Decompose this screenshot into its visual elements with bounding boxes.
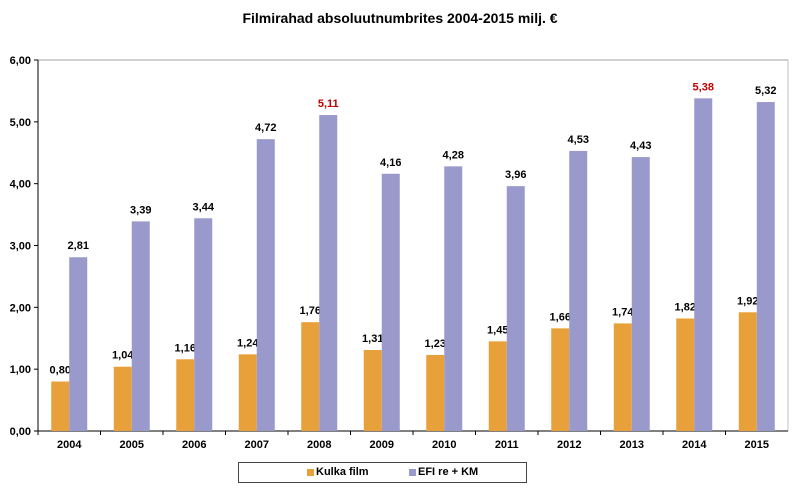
data-label: 5,38 (693, 81, 714, 93)
data-label: 3,96 (505, 169, 526, 181)
bar-efi (381, 173, 400, 432)
bar-efi (444, 166, 463, 431)
legend-swatch (409, 468, 416, 476)
x-tick-label: 2015 (745, 439, 769, 451)
x-tick-label: 2006 (182, 439, 206, 451)
data-label: 1,45 (487, 324, 508, 336)
legend-label: Kulka film (316, 466, 369, 478)
bar-kulka (551, 328, 570, 431)
bar-efi (69, 257, 88, 431)
legend-label: EFI re + KM (418, 466, 479, 478)
bar-kulka (51, 381, 70, 431)
y-tick-label: 2,00 (10, 302, 31, 314)
data-label: 1,76 (300, 305, 321, 317)
y-tick-label: 6,00 (10, 55, 31, 67)
x-tick-label: 2007 (245, 439, 269, 451)
data-label: 2,81 (68, 240, 89, 252)
bar-kulka (676, 318, 695, 431)
bar-kulka (113, 366, 132, 431)
bar-kulka (488, 341, 507, 431)
data-label: 1,66 (550, 311, 571, 323)
legend-item-kulka: Kulka film (307, 466, 369, 478)
x-tick-label: 2011 (495, 439, 519, 451)
legend-item-efi: EFI re + KM (409, 466, 478, 478)
data-label: 3,44 (193, 201, 215, 213)
data-label: 4,16 (380, 157, 401, 169)
data-label: 5,11 (318, 98, 339, 110)
chart-title: Filmirahad absoluutnumbrites 2004-2015 m… (242, 10, 558, 26)
y-tick-label: 3,00 (10, 241, 31, 253)
bar-efi (631, 157, 650, 431)
legend: Kulka film EFI re + KM (238, 462, 527, 483)
x-tick-label: 2008 (307, 439, 331, 451)
data-label: 3,39 (130, 204, 151, 216)
x-tick-label: 2014 (682, 439, 707, 451)
bar-efi (131, 221, 150, 431)
bar-efi (194, 218, 213, 431)
bar-efi (319, 115, 338, 431)
y-tick-label: 5,00 (10, 117, 31, 129)
bar-efi (756, 102, 775, 432)
x-tick-label: 2012 (557, 439, 581, 451)
data-label: 1,24 (237, 337, 259, 349)
x-tick-label: 2010 (432, 439, 456, 451)
data-label: 4,53 (568, 134, 589, 146)
data-label: 1,04 (112, 350, 134, 362)
data-label: 4,72 (255, 122, 276, 134)
bar-efi (256, 139, 275, 431)
bar-kulka (426, 354, 445, 431)
data-label: 4,43 (630, 140, 651, 152)
data-label: 1,92 (737, 295, 758, 307)
x-tick-label: 2004 (57, 439, 82, 451)
x-tick-label: 2013 (620, 439, 644, 451)
bar-efi (506, 186, 525, 431)
bar-kulka (738, 312, 757, 431)
y-tick-label: 0,00 (10, 426, 31, 438)
bar-kulka (613, 323, 632, 431)
data-label: 1,16 (175, 342, 196, 354)
x-tick-label: 2009 (370, 439, 394, 451)
bar-kulka (238, 354, 257, 431)
bar-kulka (176, 359, 195, 431)
data-label: 0,80 (50, 365, 71, 377)
data-label: 1,82 (675, 301, 696, 313)
bar-kulka (301, 322, 320, 431)
bar-efi (569, 150, 588, 431)
bar-kulka (363, 349, 382, 431)
y-tick-label: 4,00 (10, 179, 31, 191)
data-label: 1,23 (425, 338, 446, 350)
data-label: 1,74 (612, 306, 634, 318)
data-label: 1,31 (362, 333, 383, 345)
bar-efi (694, 98, 713, 431)
data-label: 5,32 (755, 85, 776, 97)
legend-swatch (307, 468, 314, 476)
y-tick-label: 1,00 (10, 364, 31, 376)
data-label: 4,28 (443, 149, 464, 161)
x-tick-label: 2005 (120, 439, 144, 451)
